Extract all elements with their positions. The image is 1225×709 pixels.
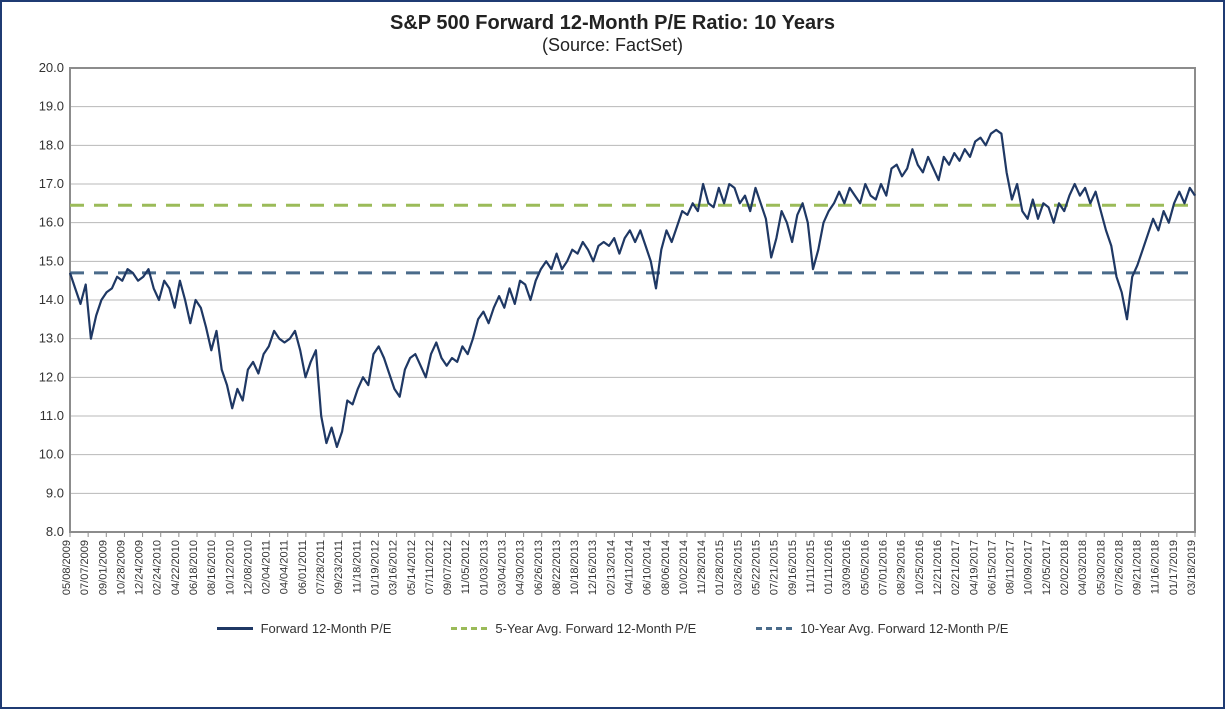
svg-text:11.0: 11.0 [40,408,64,423]
svg-text:10/02/2014: 10/02/2014 [678,540,690,595]
chart-title: S&P 500 Forward 12-Month P/E Ratio: 10 Y… [20,12,1205,35]
svg-text:09/07/2012: 09/07/2012 [442,540,454,595]
svg-text:06/18/2010: 06/18/2010 [188,540,200,595]
svg-text:04/04/2011: 04/04/2011 [279,540,291,594]
svg-text:07/01/2016: 07/01/2016 [878,540,890,595]
svg-text:13.0: 13.0 [39,331,64,346]
svg-text:19.0: 19.0 [39,99,64,114]
svg-text:07/28/2011: 07/28/2011 [315,540,327,594]
svg-text:16.0: 16.0 [39,215,64,230]
svg-text:10/18/2013: 10/18/2013 [569,540,581,595]
svg-text:03/04/2013: 03/04/2013 [496,540,508,595]
svg-text:09/23/2011: 09/23/2011 [333,540,345,594]
svg-text:12/24/2009: 12/24/2009 [134,540,146,595]
svg-text:05/22/2015: 05/22/2015 [751,540,763,595]
legend-item-avg10: 10-Year Avg. Forward 12-Month P/E [756,621,1008,636]
legend-label-avg5: 5-Year Avg. Forward 12-Month P/E [495,621,696,636]
svg-text:04/11/2014: 04/11/2014 [624,540,636,594]
svg-text:07/21/2015: 07/21/2015 [769,540,781,595]
svg-text:04/19/2017: 04/19/2017 [968,540,980,595]
svg-text:06/26/2013: 06/26/2013 [533,540,545,595]
svg-text:01/17/2019: 01/17/2019 [1168,540,1180,595]
svg-text:02/04/2011: 02/04/2011 [261,540,273,594]
svg-text:10/28/2009: 10/28/2009 [115,540,127,595]
svg-text:07/07/2009: 07/07/2009 [79,540,91,595]
svg-text:02/02/2018: 02/02/2018 [1059,540,1071,595]
svg-text:11/05/2012: 11/05/2012 [460,540,472,594]
svg-text:02/21/2017: 02/21/2017 [950,540,962,595]
svg-text:05/08/2009: 05/08/2009 [61,540,73,595]
svg-text:01/03/2013: 01/03/2013 [478,540,490,595]
svg-text:10/12/2010: 10/12/2010 [224,540,236,595]
chart-frame: S&P 500 Forward 12-Month P/E Ratio: 10 Y… [0,0,1225,709]
svg-text:20.0: 20.0 [39,62,64,75]
legend-swatch-avg10 [756,627,792,630]
svg-text:01/19/2012: 01/19/2012 [369,540,381,595]
svg-text:08/16/2010: 08/16/2010 [206,540,218,595]
svg-text:03/09/2016: 03/09/2016 [841,540,853,595]
svg-text:11/11/2015: 11/11/2015 [805,540,817,593]
legend-item-avg5: 5-Year Avg. Forward 12-Month P/E [451,621,696,636]
svg-text:12/16/2013: 12/16/2013 [587,540,599,595]
svg-text:12/08/2010: 12/08/2010 [242,540,254,595]
svg-text:12/05/2017: 12/05/2017 [1041,540,1053,595]
legend-label-forward-pe: Forward 12-Month P/E [261,621,392,636]
legend: Forward 12-Month P/E 5-Year Avg. Forward… [20,621,1205,636]
svg-text:05/30/2018: 05/30/2018 [1095,540,1107,595]
svg-text:08/22/2013: 08/22/2013 [551,540,563,595]
legend-swatch-forward-pe [217,627,253,630]
svg-text:12.0: 12.0 [39,369,64,384]
svg-text:03/16/2012: 03/16/2012 [388,540,400,595]
svg-text:06/10/2014: 06/10/2014 [642,540,654,595]
svg-text:09/16/2015: 09/16/2015 [787,540,799,595]
svg-text:05/05/2016: 05/05/2016 [859,540,871,595]
svg-text:05/14/2012: 05/14/2012 [406,540,418,595]
svg-text:08/06/2014: 08/06/2014 [660,540,672,595]
svg-text:09/21/2018: 09/21/2018 [1132,540,1144,595]
svg-text:11/16/2018: 11/16/2018 [1150,540,1162,594]
svg-text:03/26/2015: 03/26/2015 [732,540,744,595]
svg-text:11/28/2014: 11/28/2014 [696,540,708,594]
svg-text:04/03/2018: 04/03/2018 [1077,540,1089,595]
svg-text:06/15/2017: 06/15/2017 [986,540,998,595]
svg-text:11/18/2011: 11/18/2011 [351,540,363,593]
svg-text:01/11/2016: 01/11/2016 [823,540,835,594]
svg-text:06/01/2011: 06/01/2011 [297,540,309,594]
legend-label-avg10: 10-Year Avg. Forward 12-Month P/E [800,621,1008,636]
legend-swatch-avg5 [451,627,487,630]
svg-text:03/18/2019: 03/18/2019 [1186,540,1198,595]
svg-text:12/21/2016: 12/21/2016 [932,540,944,595]
legend-item-forward-pe: Forward 12-Month P/E [217,621,392,636]
svg-text:04/30/2013: 04/30/2013 [515,540,527,595]
chart-subtitle: (Source: FactSet) [20,35,1205,56]
svg-text:07/11/2012: 07/11/2012 [424,540,436,594]
svg-text:15.0: 15.0 [39,253,64,268]
svg-text:09/01/2009: 09/01/2009 [97,540,109,595]
svg-text:10/09/2017: 10/09/2017 [1023,540,1035,595]
svg-text:17.0: 17.0 [39,176,64,191]
svg-text:9.0: 9.0 [46,485,64,500]
svg-text:07/26/2018: 07/26/2018 [1113,540,1125,595]
svg-text:01/28/2015: 01/28/2015 [714,540,726,595]
svg-text:10/25/2016: 10/25/2016 [914,540,926,595]
svg-text:10.0: 10.0 [39,447,64,462]
svg-text:02/13/2014: 02/13/2014 [605,540,617,595]
svg-text:08/11/2017: 08/11/2017 [1005,540,1017,594]
svg-text:02/24/2010: 02/24/2010 [152,540,164,595]
svg-text:04/22/2010: 04/22/2010 [170,540,182,595]
svg-text:18.0: 18.0 [39,137,64,152]
svg-text:14.0: 14.0 [39,292,64,307]
chart-svg: 8.0 9.0 10.0 11.0 12.0 13.0 14.0 15.0 16.0 17.0 18… [20,62,1205,617]
svg-text:8.0: 8.0 [46,524,64,539]
svg-text:08/29/2016: 08/29/2016 [896,540,908,595]
